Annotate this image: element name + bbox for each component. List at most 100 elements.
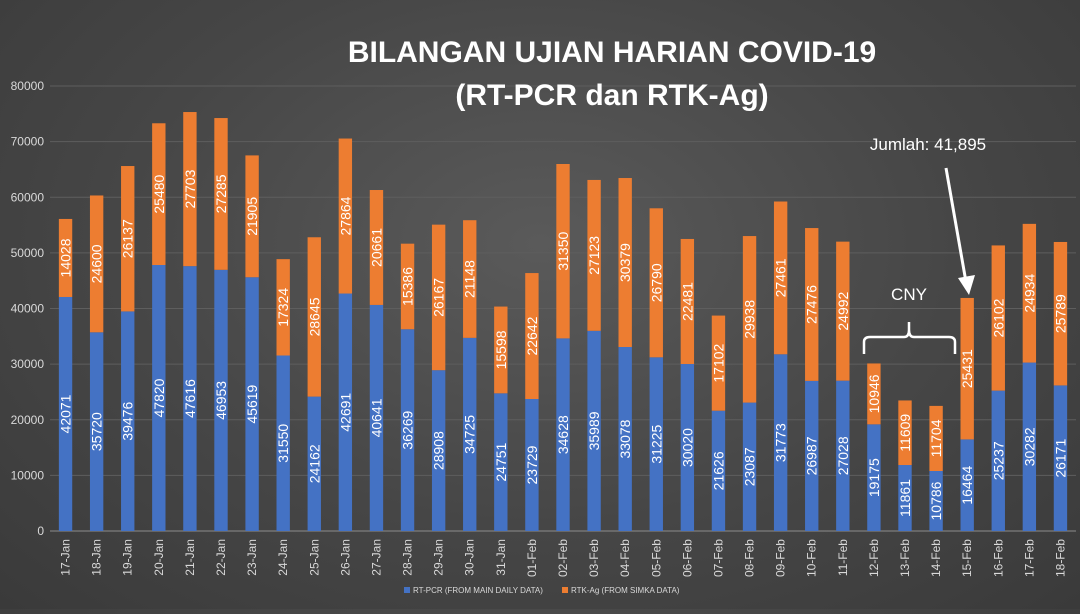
bar-rt-pcr <box>214 269 228 531</box>
annotations: Jumlah: 41,895 CNY <box>862 135 986 354</box>
bar-rtk-ag <box>183 112 197 267</box>
x-tick-label: 01-Feb <box>525 539 539 577</box>
bar-rtk-ag <box>276 259 290 356</box>
x-tick-label: 19-Jan <box>121 539 135 576</box>
bar-rt-pcr <box>152 265 166 531</box>
data-label-rt-pcr: 47616 <box>182 379 198 418</box>
x-tick-label: 29-Jan <box>432 539 446 576</box>
bar-rt-pcr <box>1022 362 1037 531</box>
data-label-rt-pcr: 45619 <box>244 384 260 423</box>
data-label-rtk-ag: 24934 <box>1021 274 1037 313</box>
bar-rtk-ag <box>1022 223 1037 363</box>
data-label-rt-pcr: 25237 <box>990 441 1006 480</box>
y-tick-label: 10000 <box>11 468 45 482</box>
x-tick-label: 07-Feb <box>711 539 725 577</box>
bar-rtk-ag <box>463 220 477 338</box>
data-label-rtk-ag: 31350 <box>555 232 571 271</box>
bar-rt-pcr <box>276 355 290 531</box>
x-tick-label: 20-Jan <box>152 539 166 576</box>
data-label-rtk-ag: 10946 <box>866 374 882 413</box>
bar-rt-pcr <box>929 471 943 531</box>
x-tick-label: 30-Jan <box>463 539 477 576</box>
data-label-rt-pcr: 40641 <box>368 398 384 437</box>
bar-rt-pcr <box>494 393 508 531</box>
data-label-rt-pcr: 24751 <box>493 442 509 481</box>
data-label-rtk-ag: 26790 <box>648 263 664 302</box>
chart-title: BILANGAN UJIAN HARIAN COVID-19 <box>348 36 876 69</box>
bar-rtk-ag <box>898 400 912 466</box>
data-label-rt-pcr: 42071 <box>58 394 74 433</box>
data-label-rtk-ag: 24600 <box>89 244 105 283</box>
x-tick-label: 09-Feb <box>774 539 788 577</box>
bar-rtk-ag <box>742 236 757 403</box>
data-label-rtk-ag: 25431 <box>959 349 975 388</box>
bar-rtk-ag <box>152 123 166 266</box>
x-tick-label: 15-Feb <box>960 539 974 577</box>
data-label-rtk-ag: 27285 <box>213 174 229 213</box>
bar-rt-pcr <box>338 293 353 531</box>
x-tick-label: 04-Feb <box>618 539 632 577</box>
data-label-rtk-ag: 25789 <box>1052 294 1068 333</box>
x-tick-label: 16-Feb <box>991 539 1005 577</box>
data-label-rtk-ag: 27461 <box>773 258 789 297</box>
bar-rtk-ag <box>431 224 446 371</box>
bar-rt-pcr <box>836 380 850 531</box>
total-annotation-arrow <box>944 167 968 283</box>
data-label-rtk-ag: 28645 <box>306 297 322 336</box>
x-tick-label: 27-Jan <box>369 539 383 576</box>
x-tick-label: 17-Feb <box>1022 539 1036 577</box>
bar-rtk-ag <box>89 195 104 333</box>
bar-rtk-ag <box>400 243 415 330</box>
x-tick-label: 23-Jan <box>245 539 259 576</box>
x-axis-ticks: 17-Jan 18-Jan 19-Jan 20-Jan 21-Jan 22-Jan 23-J… <box>59 539 1068 577</box>
data-label-rtk-ag: 29938 <box>742 300 758 339</box>
data-label-rtk-ag: 27864 <box>337 196 353 235</box>
bar-rt-pcr <box>307 396 321 531</box>
bar-rt-pcr <box>89 332 104 531</box>
data-label-rt-pcr: 23729 <box>524 445 540 484</box>
bar-rtk-ag <box>525 273 539 400</box>
bar-rt-pcr <box>245 277 259 531</box>
x-tick-label: 17-Jan <box>59 539 73 576</box>
bar-rtk-ag <box>836 241 850 381</box>
data-label-rtk-ag: 27476 <box>804 285 820 324</box>
data-label-rtk-ag: 30379 <box>617 243 633 282</box>
x-tick-label: 03-Feb <box>587 539 601 577</box>
data-label-rtk-ag: 17324 <box>275 288 291 327</box>
data-label-rtk-ag: 24992 <box>835 291 851 330</box>
data-label-rt-pcr: 46953 <box>213 381 229 420</box>
y-tick-label: 80000 <box>11 79 45 93</box>
bars <box>58 112 1068 531</box>
cny-annotation-label: CNY <box>891 285 927 304</box>
data-label-rtk-ag: 26102 <box>990 298 1006 337</box>
bar-rt-pcr <box>463 337 477 531</box>
legend-swatch-rt-pcr <box>404 587 410 593</box>
x-tick-label: 02-Feb <box>556 539 570 577</box>
bar-rt-pcr <box>1053 385 1068 531</box>
data-labels: 42071 14028 35720 24600 39476 26137 47820 25480… <box>58 169 1069 520</box>
data-label-rt-pcr: 36269 <box>400 410 416 449</box>
data-label-rt-pcr: 33078 <box>617 419 633 458</box>
bar-rtk-ag <box>867 363 881 425</box>
bar-rtk-ag <box>121 166 135 312</box>
x-tick-label: 24-Jan <box>276 539 290 576</box>
data-label-rt-pcr: 19175 <box>866 458 882 497</box>
data-label-rtk-ag: 14028 <box>58 238 74 277</box>
data-label-rt-pcr: 27028 <box>835 436 851 475</box>
data-label-rt-pcr: 42691 <box>337 393 353 432</box>
x-tick-label: 22-Jan <box>214 539 228 576</box>
bar-rt-pcr <box>556 338 570 531</box>
x-tick-label: 12-Feb <box>867 539 881 577</box>
data-label-rtk-ag: 11609 <box>897 414 913 452</box>
bar-rtk-ag <box>214 118 228 270</box>
data-label-rt-pcr: 31225 <box>648 424 664 463</box>
y-tick-label: 60000 <box>11 190 45 204</box>
data-label-rtk-ag: 22642 <box>524 316 540 355</box>
data-label-rtk-ag: 26137 <box>120 219 136 258</box>
x-tick-label: 18-Jan <box>90 539 104 576</box>
y-tick-label: 20000 <box>11 413 45 427</box>
data-label-rtk-ag: 22481 <box>679 282 695 321</box>
chart-subtitle: (RT-PCR dan RTK-Ag) <box>455 79 768 112</box>
